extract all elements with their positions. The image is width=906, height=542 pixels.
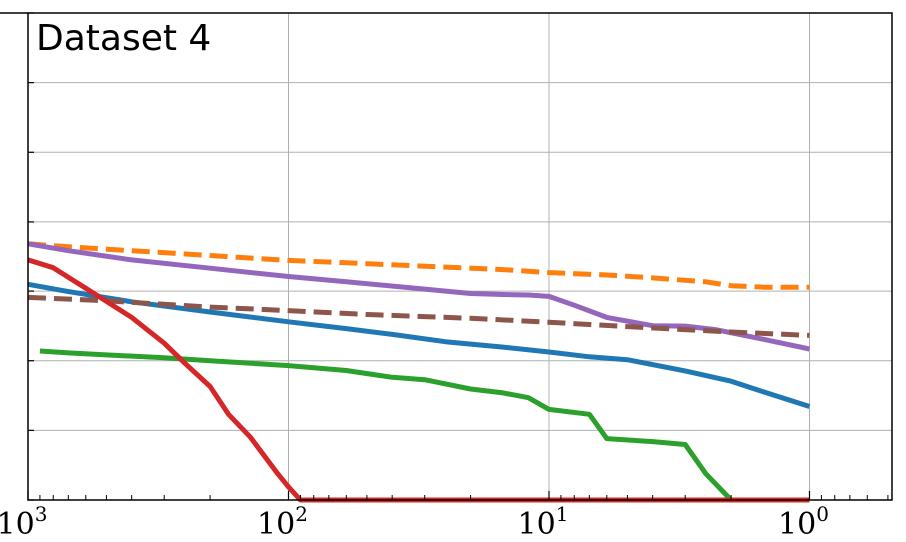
series-layer bbox=[27, 241, 811, 503]
series-line-1 bbox=[27, 241, 810, 290]
series-line-5 bbox=[39, 348, 733, 502]
x-tick-label: 101 bbox=[518, 502, 569, 542]
x-tick-base: 10 bbox=[518, 507, 556, 542]
x-tick-exponent: 1 bbox=[556, 502, 569, 526]
x-tick-labels: 103 102 101 100 bbox=[0, 502, 829, 542]
x-tick-label: 100 bbox=[778, 502, 829, 542]
plot-border bbox=[27, 12, 893, 501]
x-tick-base: 10 bbox=[778, 507, 816, 542]
x-tick-base: 10 bbox=[257, 507, 295, 542]
x-tick-exponent: 0 bbox=[816, 502, 829, 526]
series-line-4 bbox=[27, 294, 810, 338]
tick-marks bbox=[27, 12, 889, 501]
x-gridlines bbox=[27, 13, 810, 500]
y-gridlines bbox=[28, 12, 892, 501]
x-tick-label: 102 bbox=[257, 502, 308, 542]
x-tick-base: 10 bbox=[0, 507, 35, 542]
x-tick-exponent: 3 bbox=[35, 502, 48, 526]
series-line-2 bbox=[27, 241, 811, 352]
chart-title: Dataset 4 bbox=[36, 18, 211, 59]
x-tick-exponent: 2 bbox=[295, 502, 308, 526]
x-tick-label: 103 bbox=[0, 502, 47, 542]
plot-frame bbox=[0, 12, 893, 501]
